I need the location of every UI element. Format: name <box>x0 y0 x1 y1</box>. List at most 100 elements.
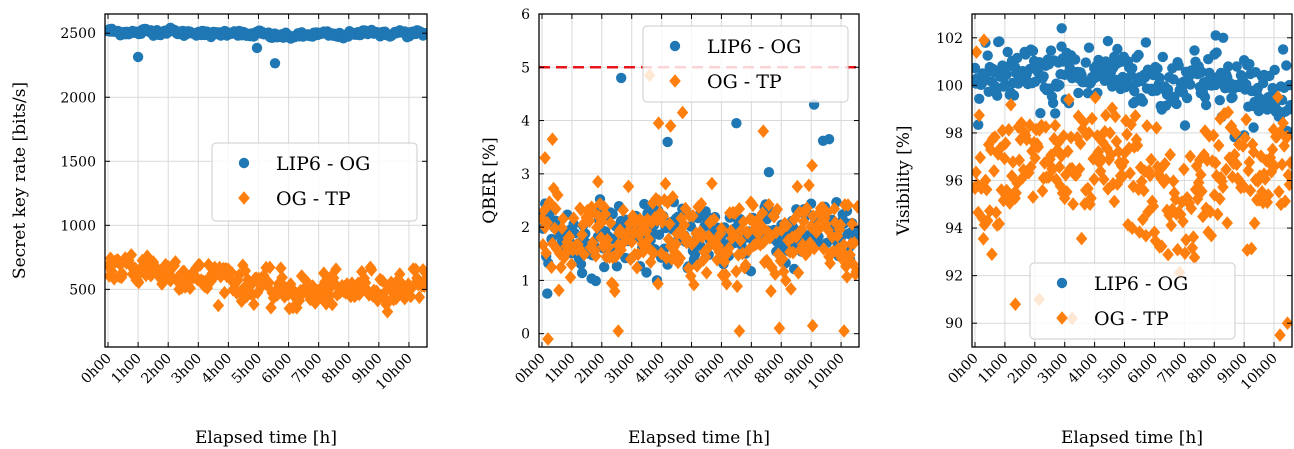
data-point <box>1242 163 1255 178</box>
x-tick-label: 2h00 <box>1005 351 1042 388</box>
data-point <box>174 272 187 287</box>
data-point <box>1173 60 1184 71</box>
data-point <box>125 248 138 262</box>
data-point <box>1200 99 1212 111</box>
data-point <box>1057 129 1070 143</box>
data-point <box>674 251 686 266</box>
y-tick-label: 2500 <box>60 26 96 42</box>
data-point <box>239 264 252 278</box>
x-tick-label: 6h00 <box>1125 351 1162 388</box>
data-point <box>1080 57 1092 68</box>
data-point <box>850 264 859 279</box>
data-point <box>775 223 788 237</box>
y-tick-label: 2 <box>521 220 530 236</box>
data-point <box>565 257 578 272</box>
data-point <box>1211 47 1222 58</box>
data-point <box>1207 128 1220 143</box>
data-point <box>1050 108 1061 119</box>
data-point <box>1198 148 1210 162</box>
data-point <box>1171 98 1182 110</box>
data-point <box>585 200 598 214</box>
data-point <box>1088 172 1100 187</box>
data-point <box>378 291 390 305</box>
data-point <box>346 276 358 290</box>
data-point <box>1016 171 1029 185</box>
x-tick-label: 3h00 <box>1035 351 1072 388</box>
x-tick-label: 7h00 <box>289 351 326 388</box>
data-point-outlier <box>676 105 689 120</box>
data-point <box>592 174 604 189</box>
data-point <box>265 300 277 315</box>
data-point <box>1162 247 1174 262</box>
data-point <box>632 247 644 262</box>
data-point <box>324 288 336 303</box>
data-point <box>1045 45 1057 56</box>
data-point <box>1058 191 1071 206</box>
legend-box <box>211 142 418 222</box>
legend-box <box>1029 262 1236 340</box>
data-point <box>583 214 596 228</box>
data-point <box>255 280 267 294</box>
data-point <box>194 258 206 272</box>
data-point <box>112 253 124 267</box>
data-point <box>139 262 151 277</box>
data-point <box>1164 147 1176 162</box>
data-point <box>1086 111 1098 126</box>
data-point-outlier <box>546 132 559 146</box>
data-point <box>641 267 652 278</box>
data-point <box>688 277 700 292</box>
data-point <box>233 268 245 282</box>
x-tick-label: 3h00 <box>169 351 206 388</box>
data-point <box>1074 136 1087 151</box>
data-point <box>262 275 275 290</box>
data-point <box>212 298 225 313</box>
data-point <box>1150 121 1163 135</box>
data-point <box>1012 52 1023 64</box>
data-point <box>634 212 646 227</box>
panel-secret-key-rate: 0h001h002h003h004h005h006h007h008h009h00… <box>10 13 428 448</box>
data-point <box>729 206 741 220</box>
data-point <box>1020 132 1033 147</box>
data-point <box>1090 151 1103 165</box>
data-point <box>1001 69 1012 80</box>
data-point <box>1003 123 1015 137</box>
data-point <box>178 264 190 279</box>
data-point <box>1048 132 1060 146</box>
data-point <box>277 278 290 293</box>
data-point <box>542 288 553 299</box>
y-axis-label: Secret key rate [bits/s] <box>10 82 30 279</box>
data-point <box>1111 177 1124 191</box>
data-point <box>1179 246 1191 260</box>
data-point <box>1220 162 1232 177</box>
legend: LIP6 - OG OG - TP <box>1029 262 1236 340</box>
y-tick-label: 98 <box>945 126 963 142</box>
data-point <box>1217 180 1229 194</box>
data-point <box>1186 241 1199 255</box>
y-axis-label: Visibility [%] <box>894 125 914 236</box>
data-point <box>655 246 667 261</box>
data-point <box>184 281 196 295</box>
y-tick-label: 2000 <box>60 90 96 106</box>
data-point <box>1118 155 1130 169</box>
data-point-outlier <box>978 33 990 47</box>
data-point <box>780 273 792 288</box>
data-point <box>641 212 654 227</box>
data-point <box>381 304 394 319</box>
data-point <box>763 198 775 212</box>
x-tick-label: 2h00 <box>138 351 175 388</box>
data-point <box>1156 239 1168 253</box>
data-point <box>1116 169 1129 184</box>
data-point <box>1169 192 1182 207</box>
data-point <box>218 285 231 300</box>
data-point <box>1097 172 1110 186</box>
data-point <box>1269 64 1280 76</box>
x-tick-label: 5h00 <box>662 351 699 388</box>
data-point <box>391 273 404 288</box>
data-point <box>609 284 621 299</box>
data-point <box>832 241 845 256</box>
data-point <box>848 236 859 250</box>
data-point-outlier <box>539 151 551 165</box>
data-point <box>739 258 752 272</box>
data-point <box>1137 96 1149 107</box>
data-point <box>1137 212 1149 227</box>
